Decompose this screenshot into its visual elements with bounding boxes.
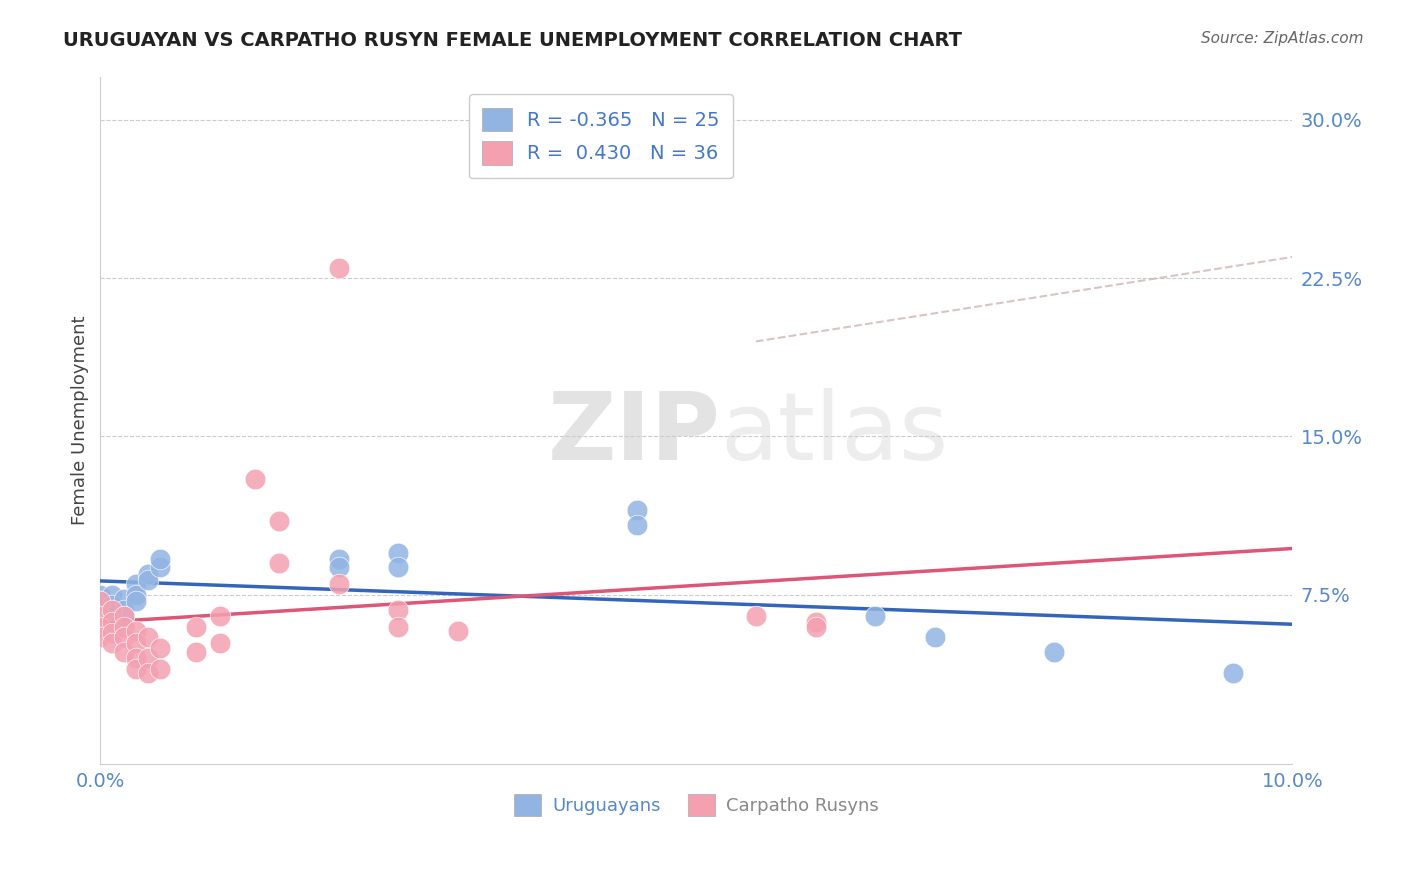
Point (149, 640, 172, 655)
Point (328, 560, 350, 574)
Point (101, 602, 124, 616)
Point (101, 602, 124, 616)
Point (328, 260, 350, 275)
Point (208, 636, 231, 650)
Point (328, 552, 350, 566)
Point (184, 619, 207, 633)
Point (112, 592, 135, 607)
Point (387, 602, 409, 616)
Point (387, 619, 409, 633)
Point (136, 651, 159, 665)
Text: ZIP: ZIP (547, 388, 720, 481)
Text: URUGUAYAN VS CARPATHO RUSYN FEMALE UNEMPLOYMENT CORRELATION CHART: URUGUAYAN VS CARPATHO RUSYN FEMALE UNEMP… (63, 31, 962, 50)
Point (745, 609, 768, 624)
Point (863, 609, 886, 624)
Point (125, 662, 148, 676)
Point (89, 594, 111, 608)
Point (184, 645, 207, 659)
Text: atlas: atlas (720, 388, 949, 481)
Point (924, 630, 946, 644)
Point (101, 599, 124, 613)
Point (208, 609, 231, 624)
Point (125, 577, 148, 591)
Point (136, 566, 159, 581)
Point (269, 556, 291, 570)
Point (125, 624, 148, 638)
Point (136, 665, 159, 680)
Point (125, 594, 148, 608)
Point (101, 588, 124, 602)
Point (112, 619, 135, 633)
Point (149, 552, 172, 566)
Point (89, 588, 111, 602)
Point (626, 503, 648, 517)
Point (1043, 645, 1066, 659)
Point (626, 518, 648, 533)
Legend: Uruguayans, Carpatho Rusyns: Uruguayans, Carpatho Rusyns (508, 787, 886, 823)
Point (125, 636, 148, 650)
Point (245, 472, 267, 486)
Point (89, 619, 111, 633)
Point (136, 630, 159, 644)
Y-axis label: Female Unemployment: Female Unemployment (72, 316, 89, 525)
Point (112, 645, 135, 659)
Point (89, 609, 111, 624)
Point (112, 630, 135, 644)
Point (125, 651, 148, 665)
Point (804, 619, 827, 633)
Point (101, 636, 124, 650)
Point (101, 615, 124, 630)
Point (149, 560, 172, 574)
Point (89, 594, 111, 608)
Point (125, 588, 148, 602)
Point (136, 573, 159, 587)
Point (112, 609, 135, 624)
Point (328, 577, 350, 591)
Point (112, 602, 135, 616)
Point (1222, 665, 1244, 680)
Text: Source: ZipAtlas.com: Source: ZipAtlas.com (1201, 31, 1364, 46)
Point (269, 514, 291, 528)
Point (112, 609, 135, 624)
Point (387, 560, 409, 574)
Point (149, 662, 172, 676)
Point (387, 546, 409, 560)
Point (447, 624, 470, 638)
Point (101, 626, 124, 640)
Point (804, 615, 827, 630)
Point (89, 630, 111, 644)
